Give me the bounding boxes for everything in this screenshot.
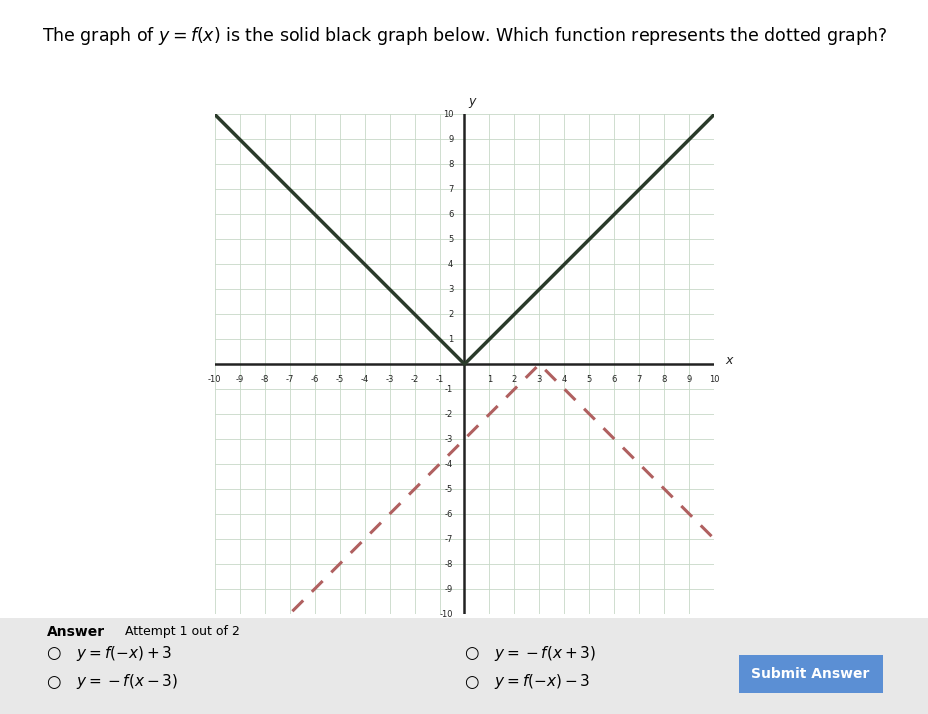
Text: 6: 6 [447, 210, 453, 218]
Text: 7: 7 [447, 185, 453, 193]
Text: 1: 1 [486, 376, 492, 384]
Text: 10: 10 [708, 376, 719, 384]
Text: The graph of $y = f(x)$ is the solid black graph below. Which function represent: The graph of $y = f(x)$ is the solid bla… [42, 25, 886, 47]
Text: -10: -10 [208, 376, 221, 384]
Text: 8: 8 [661, 376, 666, 384]
Text: 6: 6 [612, 376, 616, 384]
Text: x: x [725, 354, 732, 367]
Text: 5: 5 [586, 376, 591, 384]
Text: 2: 2 [511, 376, 517, 384]
Text: 5: 5 [447, 235, 453, 243]
Text: 9: 9 [447, 135, 453, 144]
Text: -10: -10 [439, 610, 453, 618]
Text: $\bigcirc$: $\bigcirc$ [46, 673, 62, 691]
Text: -6: -6 [445, 510, 453, 518]
Text: 9: 9 [686, 376, 691, 384]
Text: -7: -7 [285, 376, 293, 384]
Text: -2: -2 [410, 376, 419, 384]
Text: -4: -4 [445, 460, 453, 468]
Text: 1: 1 [447, 335, 453, 343]
Text: $y = f(-x) - 3$: $y = f(-x) - 3$ [494, 673, 590, 691]
Text: -7: -7 [445, 535, 453, 543]
Text: Answer: Answer [46, 625, 105, 639]
Text: 7: 7 [636, 376, 641, 384]
Text: -9: -9 [235, 376, 243, 384]
Text: $y = f(-x) + 3$: $y = f(-x) + 3$ [76, 644, 173, 663]
Text: -3: -3 [445, 435, 453, 443]
Text: $\bigcirc$: $\bigcirc$ [464, 644, 480, 663]
Text: -9: -9 [445, 585, 453, 593]
Text: -1: -1 [445, 385, 453, 393]
Text: 4: 4 [561, 376, 566, 384]
Text: y: y [468, 95, 475, 109]
Text: 3: 3 [447, 285, 453, 293]
Text: Attempt 1 out of 2: Attempt 1 out of 2 [125, 625, 240, 638]
Text: -5: -5 [335, 376, 343, 384]
Text: 8: 8 [447, 160, 453, 169]
Text: -8: -8 [445, 560, 453, 568]
Text: $y = -f(x - 3)$: $y = -f(x - 3)$ [76, 673, 178, 691]
Text: -3: -3 [385, 376, 393, 384]
Text: 3: 3 [536, 376, 542, 384]
Text: -2: -2 [445, 410, 453, 418]
Text: $\bigcirc$: $\bigcirc$ [464, 673, 480, 691]
Text: -6: -6 [310, 376, 318, 384]
Text: 10: 10 [443, 110, 453, 119]
Text: 2: 2 [447, 310, 453, 318]
Text: 4: 4 [447, 260, 453, 268]
Text: -8: -8 [260, 376, 268, 384]
Text: $\bigcirc$: $\bigcirc$ [46, 644, 62, 663]
Text: $y = -f(x + 3)$: $y = -f(x + 3)$ [494, 644, 596, 663]
Text: Submit Answer: Submit Answer [751, 667, 869, 681]
Text: -5: -5 [445, 485, 453, 493]
Text: -1: -1 [435, 376, 444, 384]
Text: -4: -4 [360, 376, 368, 384]
